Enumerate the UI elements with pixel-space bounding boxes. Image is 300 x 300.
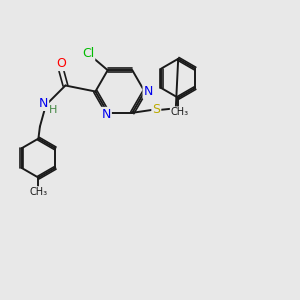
Text: O: O	[56, 57, 66, 70]
Text: N: N	[143, 85, 153, 98]
Text: N: N	[39, 97, 48, 110]
Text: H: H	[49, 104, 58, 115]
Text: S: S	[152, 103, 160, 116]
Text: CH₃: CH₃	[29, 187, 47, 197]
Text: N: N	[101, 108, 111, 121]
Text: CH₃: CH₃	[171, 107, 189, 117]
Text: Cl: Cl	[82, 47, 94, 60]
